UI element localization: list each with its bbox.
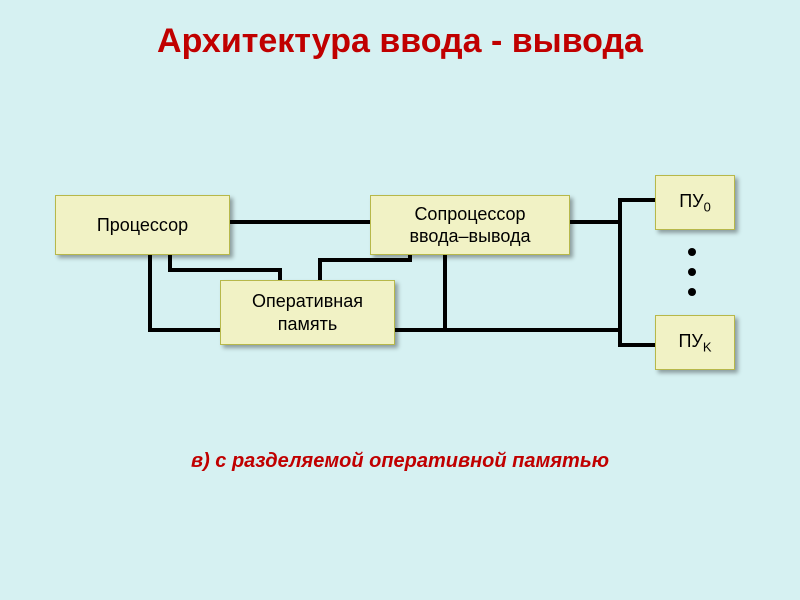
diagram-title: Архитектура ввода - вывода [0, 22, 800, 61]
diagram-caption: в) с разделяемой оперативной памятью [0, 450, 800, 473]
node-pu0: ПУ0 [655, 175, 735, 230]
diagram-canvas: Архитектура ввода - вывода Процессор Соп… [0, 0, 800, 600]
node-ram: Оперативная память [220, 280, 395, 345]
node-puk: ПУK [655, 315, 735, 370]
ellipsis-dot [688, 268, 696, 276]
node-ram-label: Оперативная память [252, 290, 363, 335]
ellipsis-dot [688, 288, 696, 296]
node-cpu-label: Процессор [97, 214, 188, 237]
edges-layer [0, 0, 800, 600]
node-coproc-label: Сопроцессор ввода–вывода [409, 203, 530, 248]
node-puk-label: ПУK [678, 330, 711, 356]
ellipsis-dot [688, 248, 696, 256]
node-coprocessor: Сопроцессор ввода–вывода [370, 195, 570, 255]
node-pu0-label: ПУ0 [679, 190, 711, 216]
node-cpu: Процессор [55, 195, 230, 255]
